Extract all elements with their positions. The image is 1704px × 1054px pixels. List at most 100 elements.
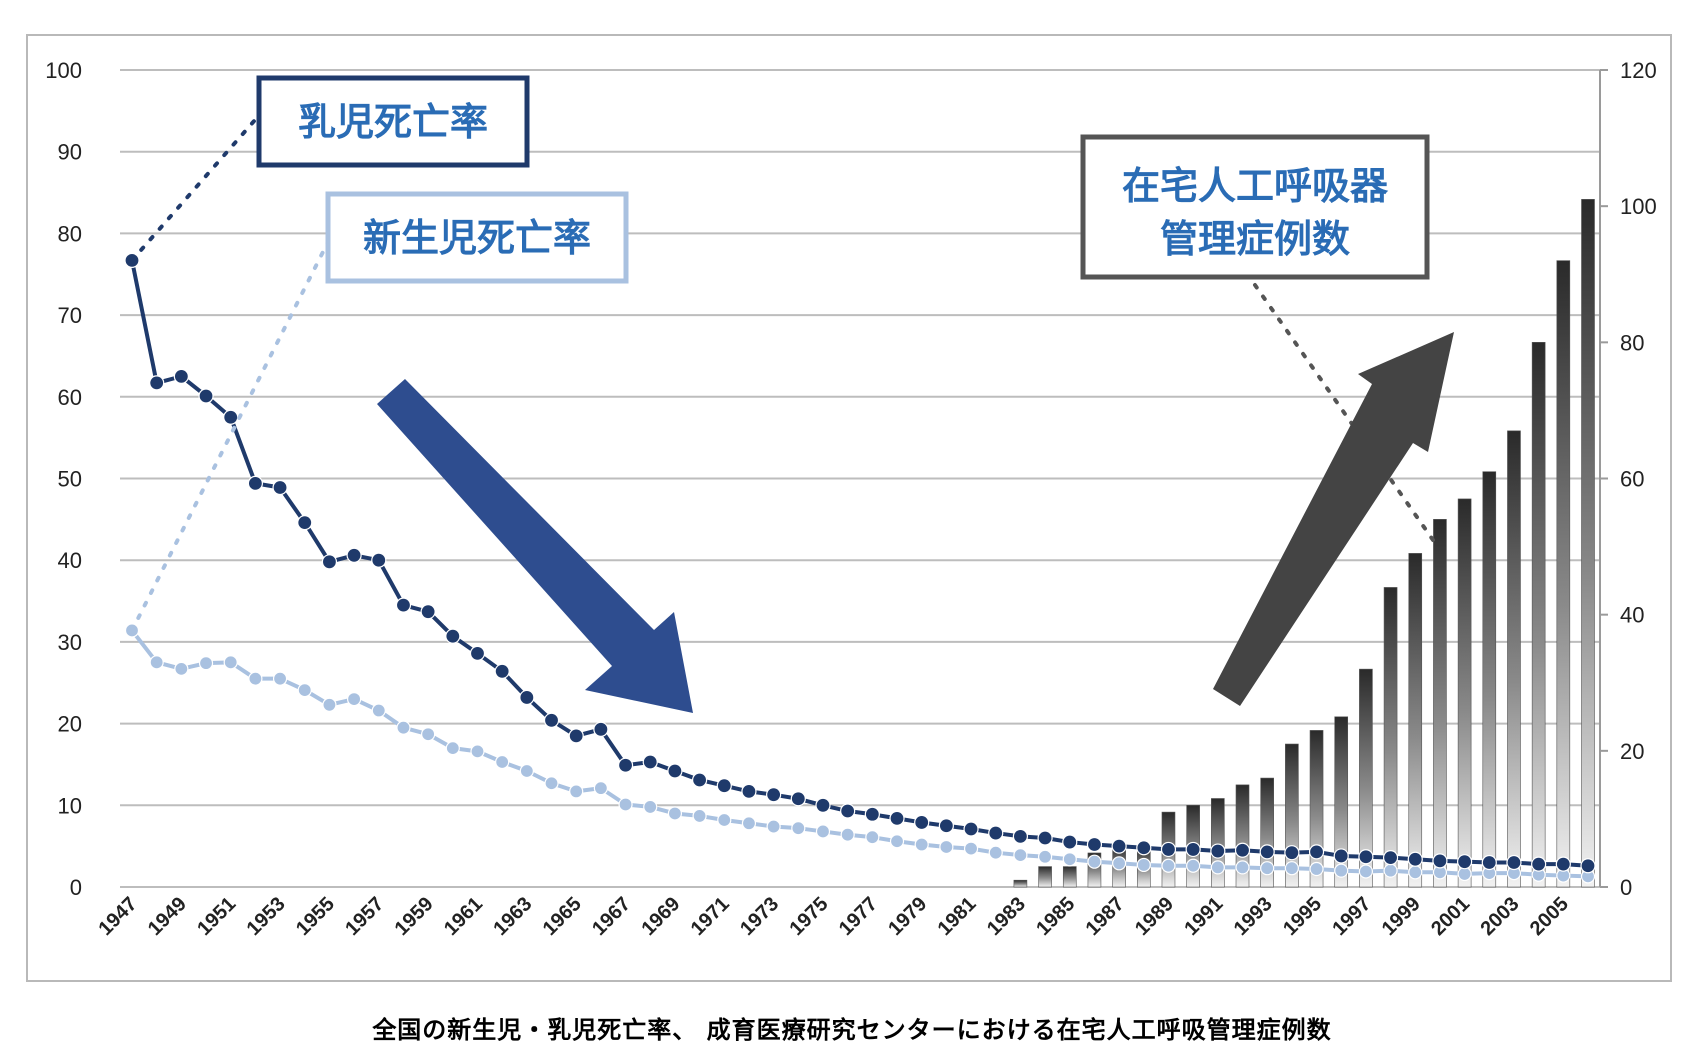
ventilator-bar <box>1531 342 1546 888</box>
ventilator-bar <box>1556 260 1571 888</box>
left-tick-label: 70 <box>58 303 82 328</box>
infant-point <box>371 552 387 568</box>
neonatal-point <box>322 697 337 712</box>
infant-point <box>1580 858 1596 874</box>
infant-leader <box>130 110 264 263</box>
neonatal-leader <box>130 236 332 633</box>
infant-point <box>149 375 165 391</box>
neonatal-point <box>1186 858 1201 873</box>
x-tick-label: 1973 <box>736 893 783 940</box>
infant-point <box>173 368 189 384</box>
infant-point <box>1185 841 1201 858</box>
infant-point <box>1136 840 1152 856</box>
x-tick-label: 1989 <box>1131 893 1178 940</box>
neonatal-point <box>1309 861 1324 877</box>
left-tick-label: 10 <box>58 793 82 818</box>
neonatal-point <box>371 703 386 718</box>
infant-point <box>321 554 338 570</box>
infant-point <box>741 783 757 800</box>
infant-point <box>914 814 930 831</box>
infant-point <box>840 803 856 819</box>
neonatal-point <box>815 824 831 839</box>
neonatal-point <box>223 655 238 670</box>
x-tick-label: 1991 <box>1180 893 1227 940</box>
x-tick-label: 1997 <box>1328 893 1375 940</box>
neonatal-point <box>1383 863 1398 878</box>
infant-point <box>568 728 584 744</box>
infant-point <box>247 475 263 492</box>
neonatal-point <box>347 691 362 707</box>
ventilator-bar <box>1359 668 1373 888</box>
x-tick-label: 1971 <box>687 893 734 940</box>
right-tick-label: 60 <box>1620 467 1644 492</box>
x-tick-label: 1975 <box>785 893 832 940</box>
x-tick-label: 1967 <box>588 893 635 940</box>
right-axis: 0 20 40 60 80 100 120 <box>1599 58 1657 900</box>
infant-point <box>790 791 806 807</box>
ventilator-bar <box>1433 519 1447 888</box>
x-tick-label: 1969 <box>637 893 684 940</box>
neonatal-point <box>445 741 460 756</box>
neonatal-point <box>1087 854 1102 869</box>
infant-point <box>494 663 510 679</box>
x-tick-label: 2003 <box>1476 893 1523 940</box>
left-axis: 0 10 20 30 40 50 60 70 80 90 100 <box>45 58 82 900</box>
x-tick-label: 2001 <box>1427 893 1474 940</box>
x-tick-label: 1955 <box>292 893 339 940</box>
infant-point <box>445 628 461 644</box>
x-tick-label: 1949 <box>144 893 191 940</box>
infant-point <box>889 810 905 826</box>
neonatal-point <box>1284 861 1299 876</box>
ventilator-bar <box>1457 498 1472 888</box>
neonatal-point <box>495 754 510 770</box>
infant-point <box>1284 845 1300 861</box>
neonatal-point <box>1062 852 1077 867</box>
infant-point <box>1111 838 1127 854</box>
neonatal-point <box>421 727 436 742</box>
neonatal-point <box>692 808 707 824</box>
upward-trend-arrow <box>1213 332 1454 706</box>
x-tick-label: 1983 <box>983 893 1030 940</box>
neonatal-point <box>1210 860 1225 875</box>
infant-point <box>1358 849 1374 865</box>
left-tick-label: 30 <box>58 630 82 655</box>
infant-point <box>1012 828 1029 844</box>
infant-point <box>1086 836 1103 853</box>
infant-point <box>519 689 535 706</box>
neonatal-point <box>1260 861 1275 876</box>
x-tick-label: 1977 <box>835 893 882 940</box>
x-tick-label: 1999 <box>1378 893 1425 940</box>
right-tick-label: 80 <box>1620 330 1644 355</box>
left-tick-label: 20 <box>58 712 82 737</box>
right-tick-label: 20 <box>1620 739 1644 764</box>
neonatal-point <box>741 816 757 831</box>
neonatal-point <box>988 845 1003 860</box>
infant-point <box>272 479 288 496</box>
neonatal-point <box>198 656 214 671</box>
infant-point <box>1210 843 1226 859</box>
ventilator-bar <box>1408 553 1423 888</box>
infant-point <box>1432 853 1448 869</box>
left-tick-label: 90 <box>58 140 82 165</box>
infant-point <box>469 645 486 661</box>
ventilator-bar <box>1013 879 1028 888</box>
ventilator-bar <box>1383 587 1398 888</box>
infant-point <box>1234 842 1251 858</box>
left-tick-label: 0 <box>70 875 82 900</box>
infant-point <box>1407 851 1423 867</box>
neonatal-point <box>248 671 263 686</box>
neonatal-point <box>1037 849 1053 864</box>
neonatal-point <box>889 834 905 849</box>
neonatal-point <box>297 683 312 698</box>
neonatal-point <box>717 812 732 828</box>
neonatal-point <box>865 830 880 845</box>
infant-point <box>198 388 214 404</box>
x-tick-label: 1957 <box>341 893 388 940</box>
left-tick-label: 100 <box>45 58 82 83</box>
infant-point <box>543 712 560 728</box>
left-tick-label: 50 <box>58 467 82 492</box>
x-axis: 1947 1949 1951 1953 1955 1957 1959 1961 1963 1965… <box>95 893 1573 940</box>
ventilator-bar <box>1062 866 1077 888</box>
infant-point <box>1333 848 1349 864</box>
neonatal-point <box>1112 856 1127 871</box>
